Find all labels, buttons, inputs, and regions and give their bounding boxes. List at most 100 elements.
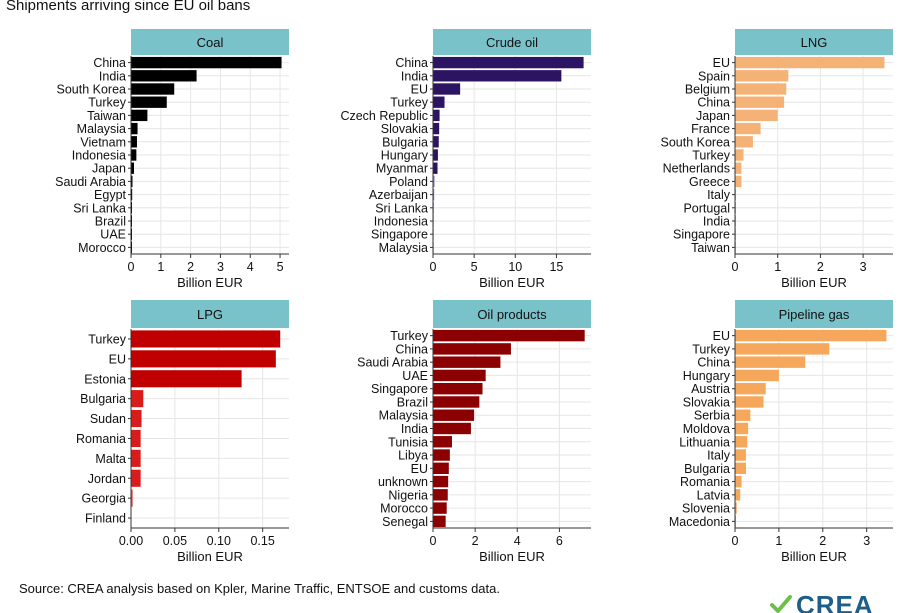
- lpg-x-tick-label: 0.05: [163, 534, 187, 548]
- crude-oil-category-label: Malaysia: [379, 241, 428, 255]
- oil-products-category-label: Malaysia: [379, 409, 428, 423]
- oil-products-x-tick-label: 2: [472, 534, 479, 548]
- crude-oil-category-label: Slovakia: [381, 122, 428, 136]
- lng-category-label: Singapore: [673, 228, 730, 242]
- lpg-category-label: Georgia: [82, 492, 127, 506]
- oil-products-category-label: EU: [411, 462, 428, 476]
- lng-category-label: South Korea: [661, 135, 731, 149]
- lpg-bar-bulgaria: [131, 390, 144, 408]
- oil-products-category-label: Libya: [398, 449, 428, 463]
- lng-x-tick-label: 1: [774, 260, 781, 274]
- oil-products-category-label: Saudi Arabia: [357, 356, 428, 370]
- coal-category-label: Brazil: [95, 215, 126, 229]
- lng-category-label: Italy: [707, 188, 731, 202]
- coal-category-label: Egypt: [94, 188, 126, 202]
- lng-category-label: Japan: [696, 109, 730, 123]
- lng-bar-eu: [735, 56, 885, 69]
- pipeline-gas-category-label: EU: [713, 329, 730, 343]
- crude-oil-bar-slovakia: [433, 122, 440, 135]
- lpg-category-label: Romania: [76, 432, 126, 446]
- crude-oil-bar-bulgaria: [433, 136, 439, 148]
- oil-products-x-tick-label: 4: [514, 534, 521, 548]
- coal-bar-malaysia: [131, 122, 138, 135]
- lpg-category-label: Turkey: [88, 332, 126, 346]
- coal-bar-taiwan: [131, 109, 148, 122]
- coal-category-label: Malaysia: [77, 122, 126, 136]
- lpg-category-label: Finland: [85, 512, 126, 526]
- oil-products-bar-nigeria: [433, 489, 448, 501]
- lpg-bar-jordan: [131, 469, 141, 487]
- lng-category-label: Greece: [689, 175, 730, 189]
- pipeline-gas-category-label: Austria: [691, 382, 730, 396]
- coal-x-tick-label: 5: [277, 260, 284, 274]
- crea-logo-mark-icon: [770, 595, 792, 613]
- lng-category-label: Spain: [698, 69, 730, 83]
- crude-oil-title: Crude oil: [486, 35, 538, 50]
- oil-products-bar-libya: [433, 449, 450, 461]
- lng-category-label: EU: [713, 56, 730, 70]
- pipeline-gas-bar-eu: [735, 329, 887, 342]
- lng-bar-france: [735, 122, 761, 135]
- crude-oil-x-tick-label: 5: [471, 260, 478, 274]
- pipeline-gas-bar-slovakia: [735, 396, 764, 408]
- coal-category-label: Japan: [92, 162, 126, 176]
- oil-products-category-label: Turkey: [390, 329, 428, 343]
- pipeline-gas-bar-hungary: [735, 369, 779, 382]
- coal-category-label: Indonesia: [72, 149, 126, 163]
- crude-oil-category-label: China: [395, 56, 428, 70]
- oil-products-bar-tunisia: [433, 436, 452, 448]
- lng-category-label: China: [697, 96, 730, 110]
- oil-products-bar-uae: [433, 369, 486, 382]
- pipeline-gas-bar-serbia: [735, 409, 751, 421]
- oil-products-x-axis-title: Billion EUR: [479, 549, 545, 564]
- crude-oil-bar-azerbaijan: [433, 188, 435, 201]
- oil-products-title: Oil products: [477, 307, 547, 322]
- coal-bar-saudi-arabia: [131, 175, 133, 188]
- crude-oil-bar-china: [433, 56, 584, 69]
- lng-x-tick-label: 2: [817, 260, 824, 274]
- pipeline-gas-category-label: Romania: [680, 475, 730, 489]
- lng-category-label: Belgium: [685, 83, 730, 97]
- lpg-x-tick-label: 0.00: [119, 534, 143, 548]
- lng-bar-south-korea: [735, 136, 753, 148]
- crude-oil-x-axis-title: Billion EUR: [479, 275, 545, 290]
- lng-category-label: Turkey: [692, 149, 730, 163]
- coal-category-label: Sri Lanka: [73, 201, 126, 215]
- lng-category-label: Taiwan: [691, 241, 730, 255]
- oil-products-bar-unknown: [433, 475, 449, 488]
- lng-category-label: India: [703, 215, 730, 229]
- oil-products-category-label: Nigeria: [388, 488, 428, 502]
- coal-category-label: India: [99, 69, 126, 83]
- crude-oil-category-label: Czech Republic: [340, 109, 428, 123]
- oil-products-bar-senegal: [433, 515, 446, 528]
- coal-category-label: Vietnam: [80, 135, 126, 149]
- pipeline-gas-category-label: Serbia: [694, 409, 730, 423]
- pipeline-gas-x-tick-label: 2: [819, 534, 826, 548]
- oil-products-bar-india: [433, 422, 471, 435]
- lng-category-label: France: [691, 122, 730, 136]
- lng-bar-belgium: [735, 83, 787, 95]
- crude-oil-category-label: Turkey: [390, 96, 428, 110]
- lpg-bar-turkey: [131, 330, 281, 348]
- lpg-category-label: Estonia: [84, 372, 126, 386]
- coal-category-label: Taiwan: [87, 109, 126, 123]
- oil-products-category-label: Tunisia: [388, 435, 428, 449]
- lng-bar-turkey: [735, 149, 744, 161]
- page-title: Shipments arriving since EU oil bans: [6, 0, 251, 14]
- crude-oil-bar-myanmar: [433, 162, 438, 174]
- oil-products-bar-turkey: [433, 329, 585, 342]
- lng-category-label: Portugal: [683, 201, 730, 215]
- pipeline-gas-bar-italy: [735, 449, 746, 461]
- crude-oil-x-tick-label: 10: [508, 260, 522, 274]
- coal-bar-indonesia: [131, 149, 137, 161]
- lpg-title: LPG: [197, 307, 223, 322]
- oil-products-category-label: UAE: [402, 369, 428, 383]
- crude-oil-category-label: Poland: [389, 175, 428, 189]
- lpg-category-label: EU: [109, 352, 126, 366]
- oil-products-bar-malaysia: [433, 409, 475, 421]
- pipeline-gas-category-label: China: [697, 356, 730, 370]
- crude-oil-category-label: Singapore: [371, 228, 428, 242]
- oil-products-category-label: Morocco: [380, 502, 428, 516]
